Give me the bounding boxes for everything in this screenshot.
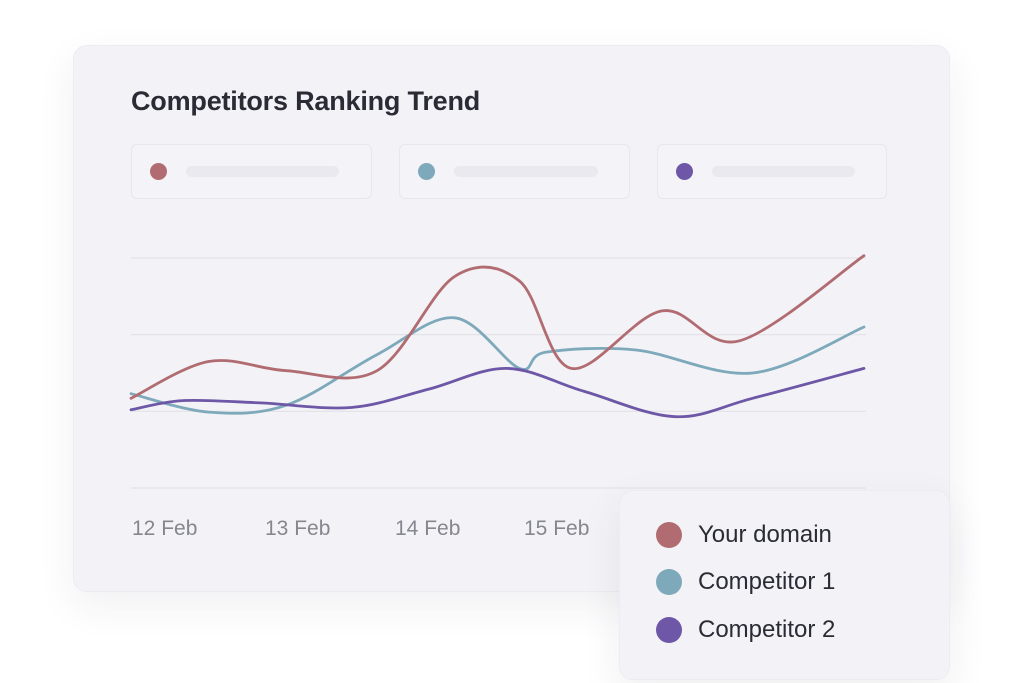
legend-label: Competitor 1 — [698, 568, 836, 595]
series-filter-competitor-1[interactable] — [399, 144, 630, 199]
competitor-2-dot-icon — [676, 163, 693, 180]
series-filter-your-domain[interactable] — [131, 144, 372, 199]
x-tick-label: 15 Feb — [524, 517, 590, 540]
series-line-your-domain — [129, 254, 866, 400]
placeholder-bar — [186, 166, 339, 177]
x-tick-label: 14 Feb — [395, 517, 461, 540]
your-domain-dot-icon — [150, 163, 167, 180]
placeholder-bar — [454, 166, 598, 177]
chart-title: Competitors Ranking Trend — [131, 86, 481, 116]
gridlines — [131, 257, 866, 489]
placeholder-bar — [712, 166, 855, 177]
series-line-competitor-2 — [129, 366, 866, 419]
competitor-1-dot-icon — [418, 163, 435, 180]
legend-label: Your domain — [698, 521, 832, 548]
x-tick-label: 12 Feb — [132, 517, 198, 540]
competitor-1-legend-icon — [656, 569, 682, 595]
your-domain-legend-icon — [656, 522, 682, 548]
x-tick-label: 13 Feb — [265, 517, 331, 540]
competitor-2-legend-icon — [656, 617, 682, 643]
series-filter-competitor-2[interactable] — [657, 144, 887, 199]
series-lines — [129, 254, 866, 419]
legend-label: Competitor 2 — [698, 616, 836, 643]
series-line-competitor-1 — [129, 316, 866, 415]
